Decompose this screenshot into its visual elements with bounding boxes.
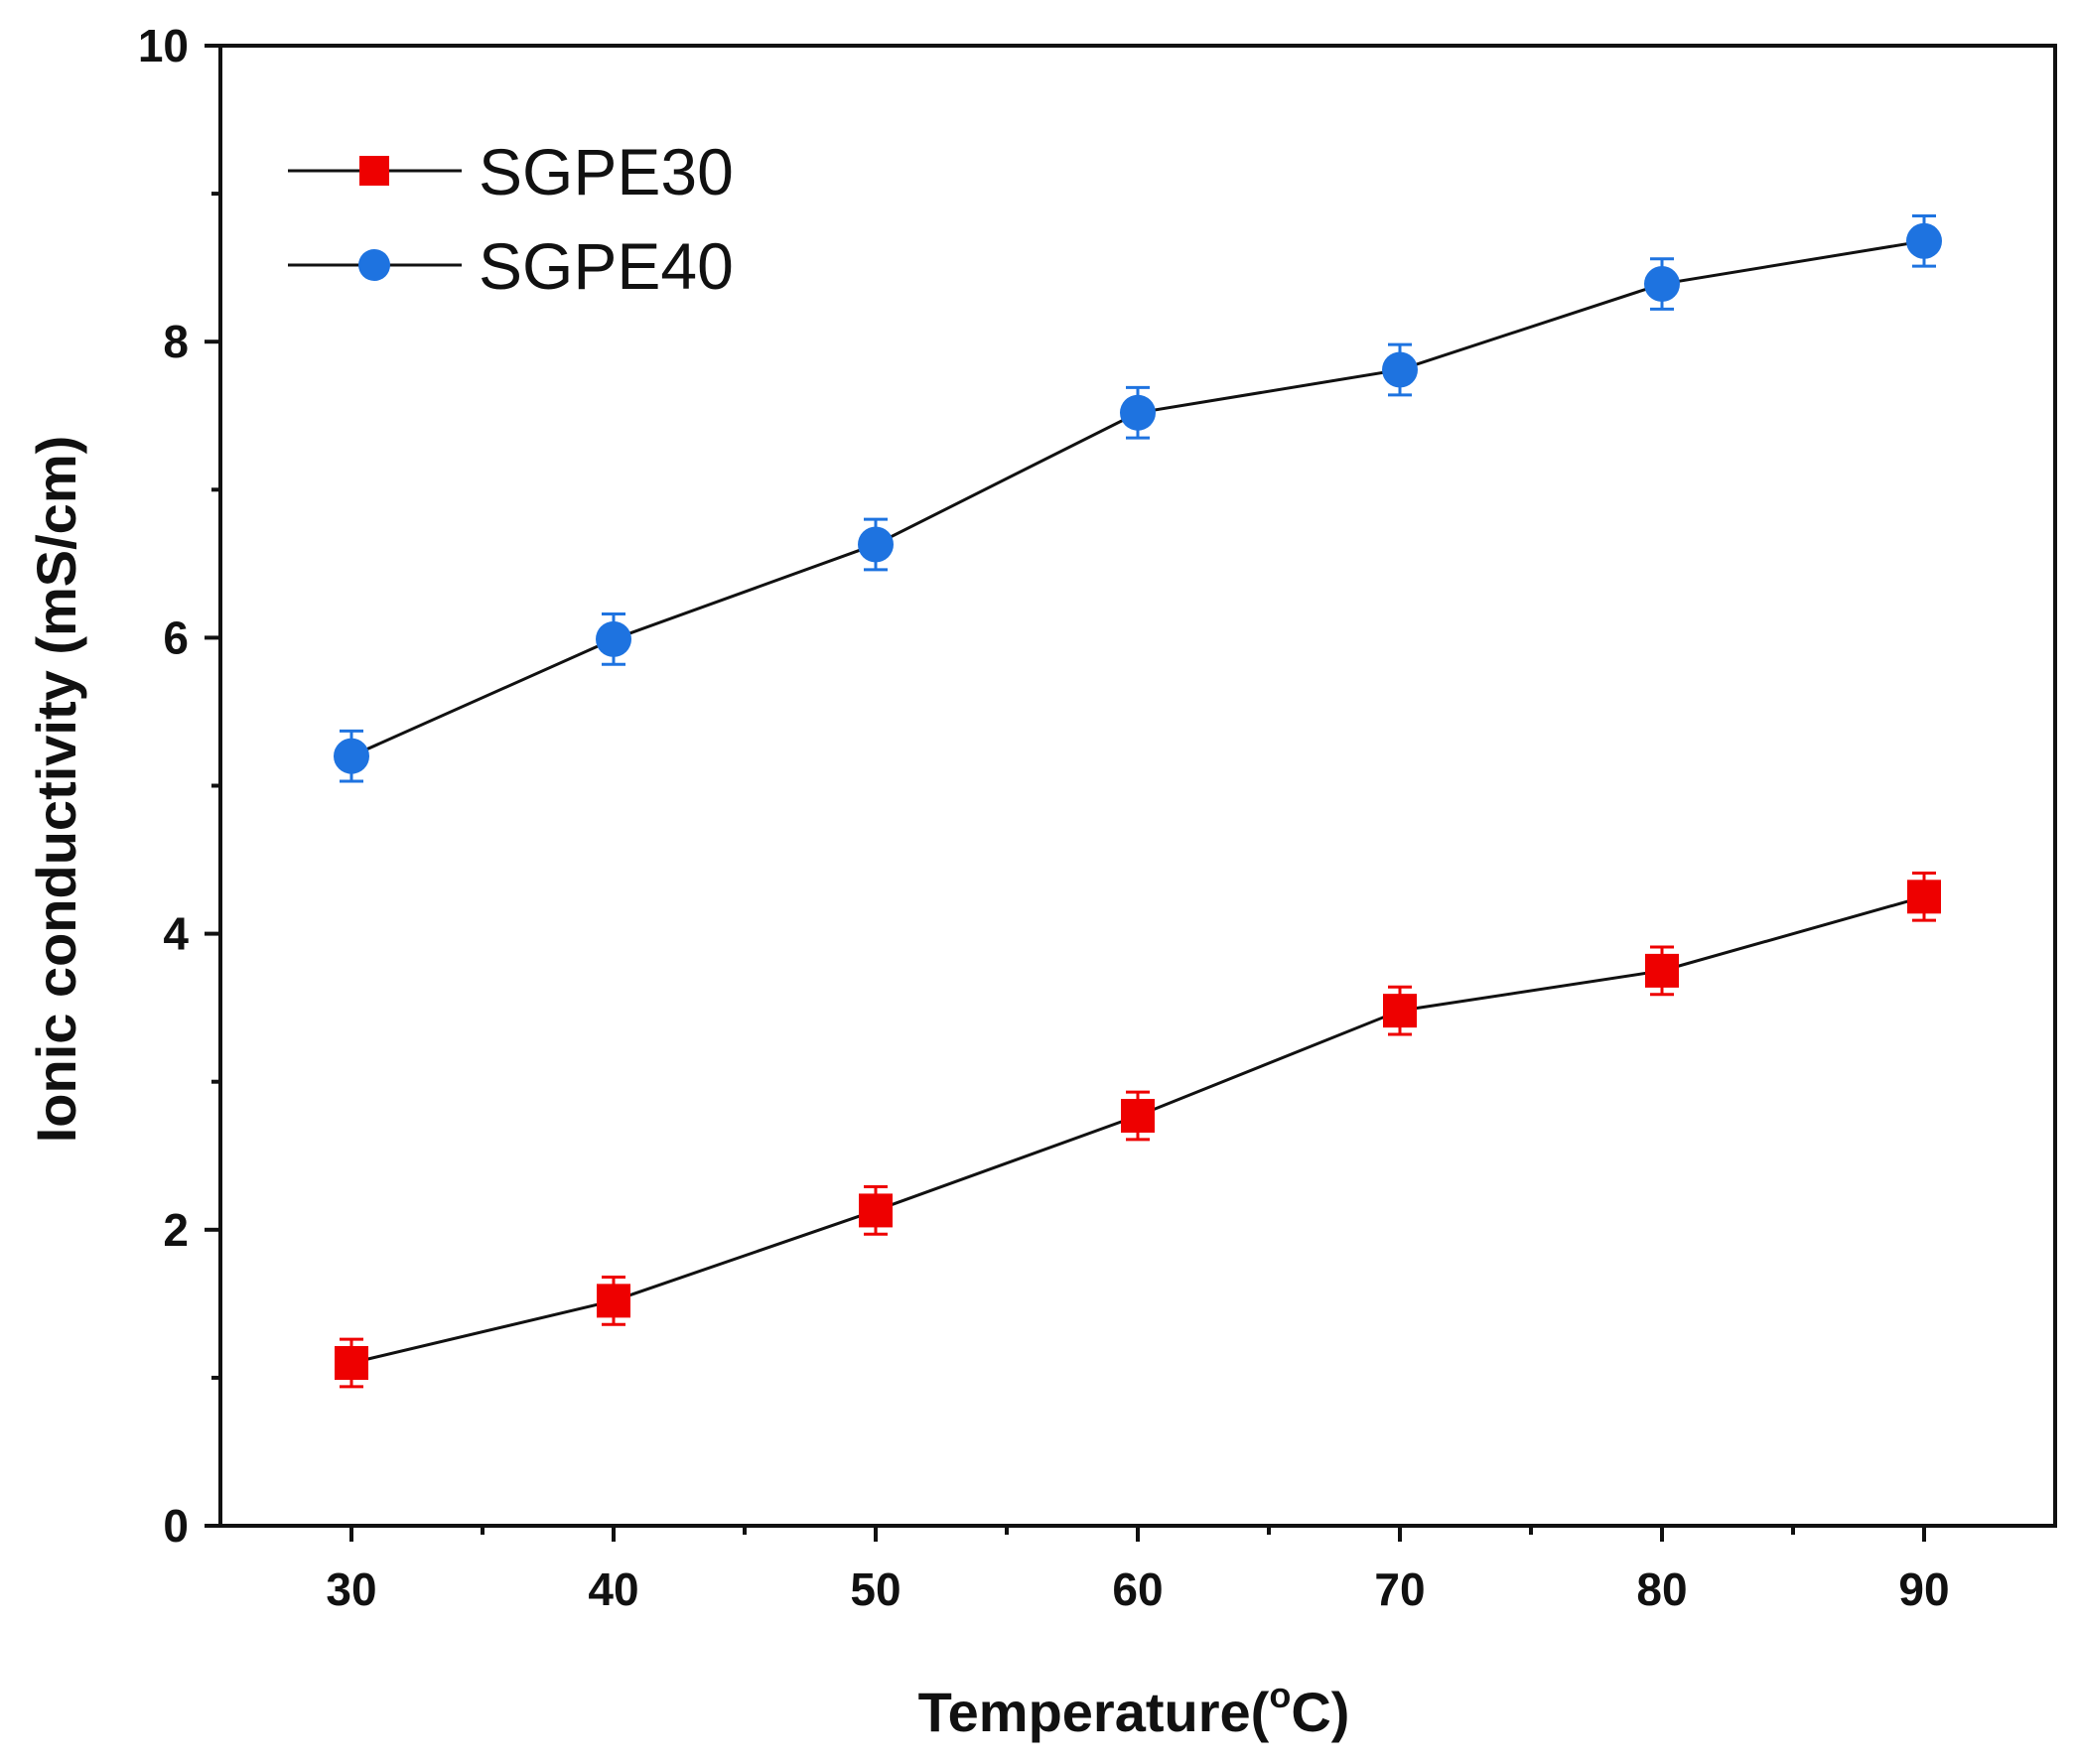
data-point — [859, 1193, 893, 1228]
legend-item-sgpe30: SGPE30 — [288, 135, 734, 208]
x-tick-label: 50 — [850, 1563, 900, 1615]
series-sgpe30 — [335, 871, 1941, 1389]
x-tick-label: 40 — [588, 1563, 638, 1615]
x-axis-title-end: C) — [1291, 1681, 1349, 1743]
data-point — [858, 526, 894, 563]
legend: SGPE30 SGPE40 — [288, 135, 734, 303]
x-tick-label: 80 — [1636, 1563, 1687, 1615]
x-tick-label: 60 — [1112, 1563, 1163, 1615]
y-tick-label: 8 — [163, 316, 189, 367]
x-tick-label: 70 — [1374, 1563, 1425, 1615]
data-point — [1907, 880, 1941, 914]
x-axis-title-main: Temperature( — [918, 1681, 1270, 1743]
data-point — [1644, 266, 1680, 303]
y-tick-label: 6 — [163, 611, 189, 663]
y-tick-label: 10 — [138, 20, 189, 71]
legend-marker — [359, 156, 389, 186]
y-tick-label: 4 — [163, 908, 189, 960]
axis-ticks: 30 40 50 60 70 80 90 0 2 4 6 8 10 — [138, 20, 1950, 1615]
data-point — [334, 738, 369, 774]
legend-item-sgpe40: SGPE40 — [288, 229, 734, 303]
data-point — [335, 1345, 368, 1380]
legend-marker — [358, 249, 390, 281]
data-point — [1121, 1098, 1155, 1133]
x-axis-title: Temperature(oC) — [918, 1675, 1350, 1743]
data-point — [1906, 222, 1942, 259]
series-layer — [334, 213, 1942, 1389]
data-point — [1120, 394, 1156, 431]
series-sgpe40 — [334, 213, 1942, 783]
legend-label: SGPE40 — [479, 229, 734, 303]
y-axis-title: Ionic conductivity (mS/cm) — [25, 436, 87, 1144]
x-tick-label: 30 — [326, 1563, 376, 1615]
y-tick-label: 0 — [163, 1500, 189, 1552]
y-tick-label: 2 — [163, 1204, 189, 1256]
data-point — [596, 620, 631, 657]
x-tick-label: 90 — [1898, 1563, 1949, 1615]
data-point — [1645, 953, 1679, 988]
x-axis-title-degree: o — [1269, 1675, 1291, 1715]
series-line — [350, 239, 1925, 758]
data-point — [1382, 351, 1418, 388]
data-point — [1383, 994, 1417, 1028]
legend-label: SGPE30 — [479, 135, 734, 208]
data-point — [597, 1284, 630, 1318]
